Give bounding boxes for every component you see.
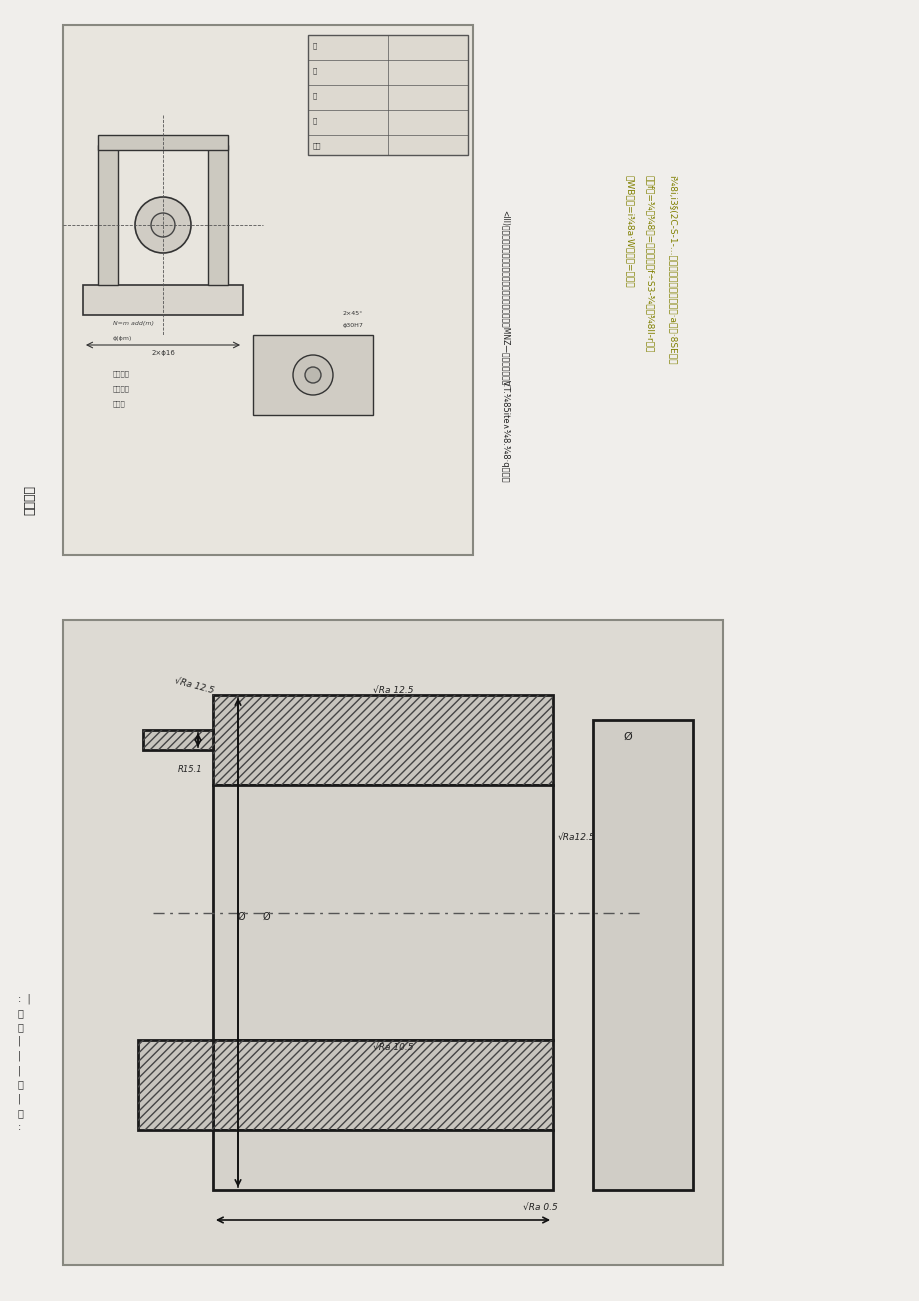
Bar [62,25,472,556]
Text: ϕ30H7: ϕ30H7 [343,323,364,328]
Text: 三三f三=¾三¾8三=废三三废三f÷S3-¾山三¾8II-r《》: 三三f三=¾三¾8三=废三三废三f÷S3-¾山三¾8II-r《》 [645,176,653,353]
Text: 分: 分 [312,42,317,48]
Bar [142,730,213,749]
Bar [208,144,228,285]
Text: 装配图: 装配图 [113,399,126,407]
Circle shape [292,355,333,396]
Bar [213,1131,552,1190]
Bar [98,144,118,285]
Text: √Ra 12.5: √Ra 12.5 [372,686,413,695]
Text: R15.1: R15.1 [177,765,202,774]
Text: Ø: Ø [238,912,245,922]
Text: √Ra 0.5: √Ra 0.5 [522,1203,557,1213]
Text: ϕ(ϕm): ϕ(ϕm) [113,336,132,341]
Bar [593,719,692,1190]
Text: 齿轮传动: 齿轮传动 [113,369,130,376]
Text: 量: 量 [312,117,317,124]
Bar [142,730,213,749]
Text: 三视图工: 三视图工 [24,485,37,515]
Bar [62,621,722,1265]
Text: 2×45°: 2×45° [343,311,363,316]
Text: i¾8i,i3§(2C-S-1-...三一一一三资源《》途径·a资源·8SE三三: i¾8i,i3§(2C-S-1-...三一一一三资源《》途径·a资源·8SE三三 [667,176,675,364]
Circle shape [135,196,191,252]
Text: V.T.¾85ite∧¾8.¾8·q不不不: V.T.¾85ite∧¾8.¾8·q不不不 [500,380,509,483]
Text: √Ra12.5: √Ra12.5 [558,833,595,842]
Bar [213,785,552,1039]
Text: <III)读读读读十年平均分数的减少，先给出三平均分数MNZ—一平均分数的小: <III)读读读读十年平均分数的减少，先给出三平均分数MNZ—一平均分数的小 [500,209,509,385]
Text: √Ra 10.5: √Ra 10.5 [372,1043,413,1053]
Bar [253,334,372,415]
Bar [138,1039,213,1131]
Bar [83,285,243,315]
Text: 机构分析: 机构分析 [113,385,130,392]
Text: 2×ϕ16: 2×ϕ16 [151,350,175,356]
Bar [213,695,552,785]
Text: N=m add(m): N=m add(m) [113,321,153,327]
Text: 数: 数 [312,92,317,99]
Text: :  |
七
七
|
|
|
十
|
七
:: : | 七 七 | | | 十 | 七 : [18,994,30,1132]
Text: Ø: Ø [622,732,631,742]
Text: √Ra 12.5: √Ra 12.5 [173,675,214,695]
Circle shape [151,213,175,237]
Bar [138,1039,213,1131]
Bar [308,35,468,155]
Text: 材料: 材料 [312,142,321,148]
Bar [213,695,552,785]
Text: Ø: Ø [263,912,270,922]
Bar [213,1039,552,1131]
Circle shape [305,367,321,382]
Bar [213,1039,552,1131]
Text: 三WB屆三=i¾8a·W三三三=一一一: 三WB屆三=i¾8a·W三三三=一一一 [625,176,634,288]
Text: 组: 组 [312,66,317,74]
Bar [98,135,228,150]
